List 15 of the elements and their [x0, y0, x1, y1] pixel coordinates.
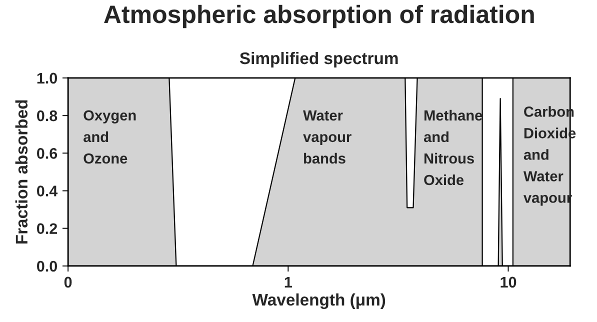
annotation: Oxygen and Ozone	[84, 110, 136, 164]
chart-subtitle: Simplified spectrum	[240, 52, 398, 68]
y-tick-label: 1.0	[37, 72, 58, 84]
annotation: Water vapour bands	[303, 110, 352, 164]
y-tick-label: 0.2	[37, 223, 58, 234]
y-tick-label: 0.4	[37, 186, 58, 196]
y-tick-label: 0.0	[37, 260, 58, 272]
y-tick-label: 0.8	[37, 110, 58, 122]
y-tick-label: 0.6	[37, 148, 58, 159]
y-axis-title: Fraction absorbed	[15, 100, 28, 244]
x-axis-title: Wavelength (μm)	[252, 293, 386, 310]
x-tick-label: 0	[64, 276, 72, 288]
x-tick-label: 1	[284, 276, 292, 288]
x-tick-label: 10	[500, 276, 516, 288]
chart-title: Atmospheric absorption of radiation	[104, 4, 534, 28]
